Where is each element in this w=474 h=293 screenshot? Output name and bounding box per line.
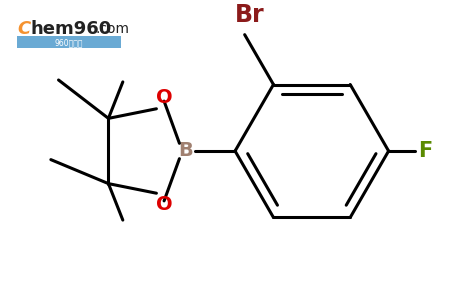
Text: F: F [419,141,433,161]
Text: C: C [17,20,30,38]
Text: Br: Br [235,3,264,27]
Text: O: O [156,88,173,107]
Bar [17,36,121,48]
Text: .com: .com [96,22,130,36]
Text: O: O [156,195,173,214]
Text: B: B [178,142,192,161]
Text: 960化工网: 960化工网 [55,38,83,47]
Text: hem960: hem960 [31,20,112,38]
